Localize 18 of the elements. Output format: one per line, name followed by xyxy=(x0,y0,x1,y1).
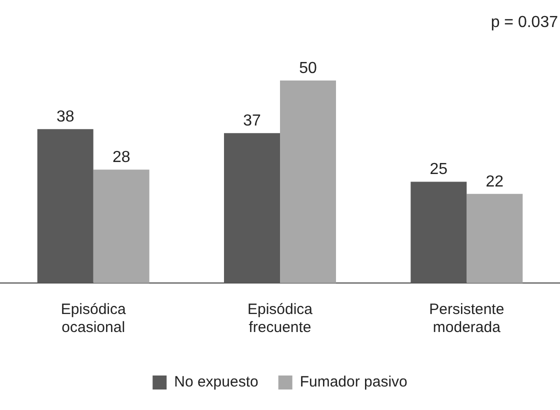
x-tick-label: Episódica ocasional xyxy=(60,301,127,336)
data-label: 50 xyxy=(299,60,317,77)
bar xyxy=(280,80,336,283)
text: p = 0.037 xyxy=(490,14,558,32)
data-label: 28 xyxy=(112,149,130,166)
data-label: 37 xyxy=(243,112,261,130)
data-label: 22 xyxy=(486,173,504,190)
x-tick-label: Episódica frecuente xyxy=(247,301,314,336)
legend-label: Fumador pasivo xyxy=(300,374,408,391)
bar xyxy=(93,170,150,283)
bar xyxy=(410,182,467,283)
x-tick-label: Persistente moderada xyxy=(429,301,504,336)
data-label: 25 xyxy=(430,161,448,178)
bar xyxy=(37,129,94,283)
bar xyxy=(466,194,523,283)
bar xyxy=(224,133,280,283)
data-label: 38 xyxy=(56,108,74,126)
legend-label: No expuesto xyxy=(174,374,258,391)
